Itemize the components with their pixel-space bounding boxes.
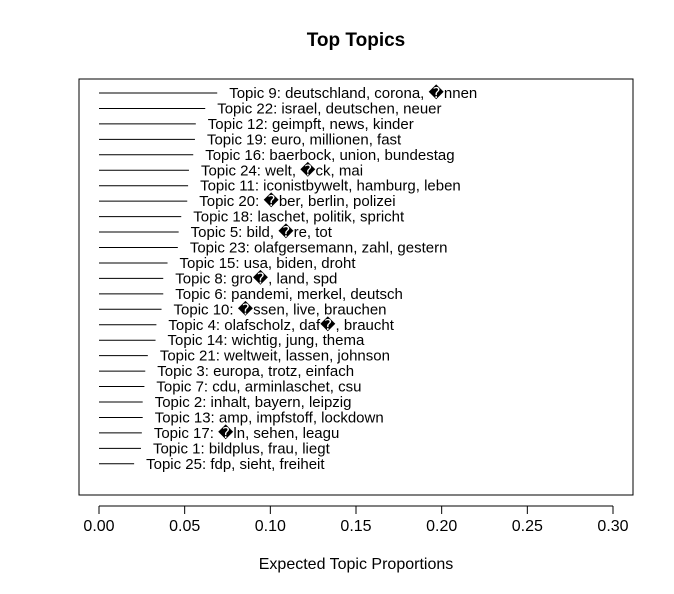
topic-label: Topic 24: welt, �ck, mai [201,161,363,179]
topic-label: Topic 20: �ber, berlin, polizei [199,192,395,210]
bars-group [99,92,218,465]
topic-label: Topic 4: olafscholz, daf�, braucht [168,316,394,334]
topic-label: Topic 12: geimpft, news, kinder [208,116,414,133]
topic-label: Topic 17: �ln, sehen, leagu [154,424,340,442]
topic-label: Topic 2: inhalt, bayern, leipzig [155,394,352,411]
topic-label: Topic 11: iconistbywelt, hamburg, leben [200,178,461,195]
topic-label: Topic 23: olafgersemann, zahl, gestern [190,240,448,257]
chart-title: Top Topics [307,30,406,51]
topic-label: Topic 3: europa, trotz, einfach [157,363,354,380]
topic-label: Topic 7: cdu, arminlaschet, csu [156,379,361,396]
topic-label: Topic 18: laschet, politik, spricht [193,209,405,226]
x-tick-label: 0.30 [597,518,628,535]
topic-label: Topic 25: fdp, sieht, freiheit [146,456,325,473]
x-axis-label: Expected Topic Proportions [259,556,453,573]
topic-labels-group: Topic 9: deutschland, corona, �nnenTopic… [146,84,477,473]
topic-label: Topic 6: pandemi, merkel, deutsch [175,286,403,303]
x-tick-label: 0.10 [255,518,286,535]
topic-label: Topic 1: bildplus, frau, liegt [153,440,331,457]
topic-label: Topic 8: gro�, land, spd [175,269,337,287]
x-axis: 0.00 0.05 0.10 0.15 0.20 0.25 0.30 [83,505,629,535]
topic-label: Topic 10: �ssen, live, brauchen [174,300,387,318]
topic-label: Topic 21: weltweit, lassen, johnson [160,348,390,365]
topic-label: Topic 14: wichtig, jung, thema [168,332,365,349]
x-tick-label: 0.05 [169,518,200,535]
topic-label: Topic 16: baerbock, union, bundestag [205,147,454,164]
topic-label: Topic 13: amp, impfstoff, lockdown [155,409,384,426]
topic-label: Topic 19: euro, millionen, fast [207,131,402,148]
topic-label: Topic 9: deutschland, corona, �nnen [229,84,477,102]
x-tick-label: 0.00 [83,518,114,535]
topic-label: Topic 15: usa, biden, droht [180,255,357,272]
x-tick-label: 0.15 [340,518,371,535]
plot-frame [78,78,634,496]
x-tick-label: 0.25 [512,518,543,535]
topic-label: Topic 5: bild, �re, tot [191,223,333,241]
x-tick-label: 0.20 [426,518,457,535]
topic-label: Topic 22: israel, deutschen, neuer [217,100,441,117]
